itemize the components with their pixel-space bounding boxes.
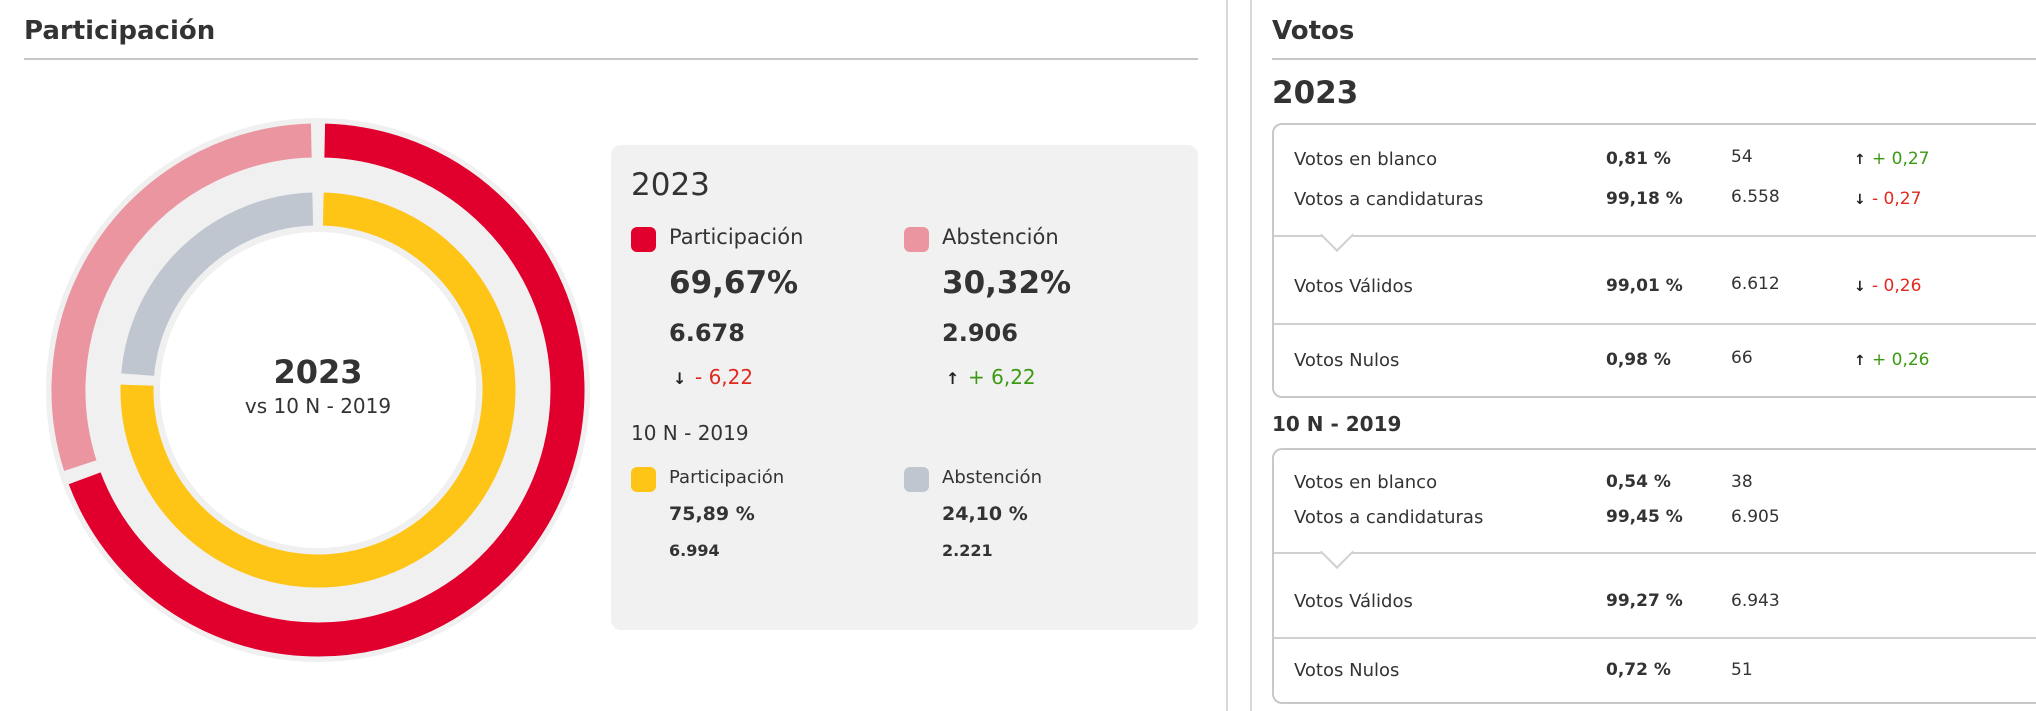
abstencion-pct: 30,32% [942, 265, 1072, 301]
arrow-up-icon: ↑ [1854, 353, 1866, 369]
participacion-2019-count: 6.994 [669, 541, 720, 560]
participacion-donut-chart [46, 118, 590, 662]
swatch-abstencion-2023 [904, 227, 929, 252]
delta-value: + 0,26 [1872, 350, 1930, 370]
legend-label: Abstención [942, 225, 1059, 249]
row-label: Votos en blanco [1294, 149, 1438, 170]
legend-participacion-2019: Participación 75,89 % 6.994 [631, 467, 901, 587]
arrow-down-icon: ↓ [1854, 192, 1866, 208]
row-delta: ↑ + 0,26 [1854, 350, 1930, 370]
row-label: Votos en blanco [1294, 472, 1438, 493]
swatch-participacion-2019 [631, 467, 656, 492]
votos-2023-box: Votos en blanco 0,81 % 54 ↑ + 0,27 Votos … [1272, 123, 2036, 398]
row-divider [1274, 552, 2036, 554]
participacion-panel: Participación 2023 vs 10 N - 2019 2023 P… [24, 0, 1228, 711]
donut-slice-abstencion-2023 [48, 120, 315, 475]
chevron-down-icon [1320, 535, 1354, 569]
votos-2019-box: Votos en blanco 0,54 % 38 Votos a candid… [1272, 448, 2036, 704]
participacion-pct: 69,67% [669, 265, 799, 301]
row-delta: ↓ - 0,27 [1854, 189, 1921, 209]
row-delta: ↑ + 0,27 [1854, 149, 1930, 169]
row-pct: 0,81 % [1606, 149, 1671, 169]
abstencion-2019-count: 2.221 [942, 541, 993, 560]
row-pct: 99,18 % [1606, 189, 1683, 209]
participacion-title: Participación [24, 16, 216, 46]
row-label: Votos Nulos [1294, 350, 1400, 371]
row-pct: 0,72 % [1606, 660, 1671, 680]
participacion-2019-pct: 75,89 % [669, 503, 755, 525]
row-count: 6.612 [1731, 274, 1780, 294]
donut-slice-participacion-2023 [64, 120, 588, 660]
row-pct: 99,45 % [1606, 507, 1683, 527]
row-count: 6.905 [1731, 507, 1780, 527]
row-label: Votos Válidos [1294, 591, 1413, 612]
delta-value: - 6,22 [695, 365, 754, 389]
arrow-up-icon: ↑ [1854, 152, 1866, 168]
row-delta: ↓ - 0,26 [1854, 276, 1921, 296]
arrow-down-icon: ↓ [1854, 279, 1866, 295]
legend-label: Participación [669, 225, 804, 249]
legend-abstencion-2019: Abstención 24,10 % 2.221 [904, 467, 1174, 587]
legend-abstencion-2023: Abstención 30,32% 2.906 ↑ + 6,22 [904, 225, 1174, 425]
row-label: Votos a candidaturas [1294, 189, 1484, 210]
legend-participacion-2023: Participación 69,67% 6.678 ↓ - 6,22 [631, 225, 901, 425]
row-count: 38 [1731, 472, 1753, 492]
row-pct: 0,54 % [1606, 472, 1671, 492]
card-previous-title: 10 N - 2019 [631, 421, 749, 445]
delta-value: - 0,26 [1872, 276, 1922, 296]
abstencion-2019-pct: 24,10 % [942, 503, 1028, 525]
row-pct: 99,27 % [1606, 591, 1683, 611]
row-label: Votos a candidaturas [1294, 507, 1484, 528]
row-count: 6.943 [1731, 591, 1780, 611]
row-label: Votos Nulos [1294, 660, 1400, 681]
participacion-rule [24, 58, 1198, 60]
card-year: 2023 [631, 167, 710, 203]
delta-value: + 6,22 [968, 365, 1036, 389]
participacion-count: 6.678 [669, 319, 745, 347]
row-divider [1274, 235, 2036, 237]
donut-hole [160, 232, 476, 548]
row-count: 51 [1731, 660, 1753, 680]
arrow-down-icon: ↓ [673, 369, 687, 388]
votos-year-2019: 10 N - 2019 [1272, 412, 1402, 436]
abstencion-delta: ↑ + 6,22 [946, 365, 1036, 389]
legend-label: Abstención [942, 467, 1042, 488]
donut-subtitle: vs 10 N - 2019 [244, 394, 392, 418]
row-pct: 99,01 % [1606, 276, 1683, 296]
participacion-legend-card: 2023 Participación 69,67% 6.678 ↓ - 6,22 … [611, 145, 1198, 630]
donut-outer-ring [48, 120, 588, 660]
delta-value: + 0,27 [1872, 149, 1930, 169]
row-pct: 0,98 % [1606, 350, 1671, 370]
legend-label: Participación [669, 467, 785, 488]
delta-value: - 0,27 [1872, 189, 1922, 209]
donut-inner-ring [117, 189, 519, 591]
votos-year-2023: 2023 [1272, 75, 1359, 111]
row-divider [1274, 323, 2036, 325]
row-count: 54 [1731, 147, 1753, 167]
donut-center-label: 2023 vs 10 N - 2019 [44, 352, 592, 420]
abstencion-count: 2.906 [942, 319, 1018, 347]
row-label: Votos Válidos [1294, 276, 1413, 297]
votos-title: Votos [1272, 16, 1355, 46]
row-count: 6.558 [1731, 187, 1780, 207]
donut-slice-participacion-2019 [117, 189, 519, 591]
votos-rule [1272, 58, 2036, 60]
donut-year: 2023 [273, 353, 363, 391]
donut-slice-abstencion-2019 [117, 189, 317, 380]
arrow-up-icon: ↑ [946, 369, 960, 388]
swatch-abstencion-2019 [904, 467, 929, 492]
row-count: 66 [1731, 348, 1753, 368]
votos-panel: Votos 2023 Votos en blanco 0,81 % 54 ↑ + … [1250, 0, 2036, 711]
row-divider [1274, 637, 2036, 639]
swatch-participacion-2023 [631, 227, 656, 252]
chevron-down-icon [1320, 218, 1354, 252]
participacion-delta: ↓ - 6,22 [673, 365, 753, 389]
